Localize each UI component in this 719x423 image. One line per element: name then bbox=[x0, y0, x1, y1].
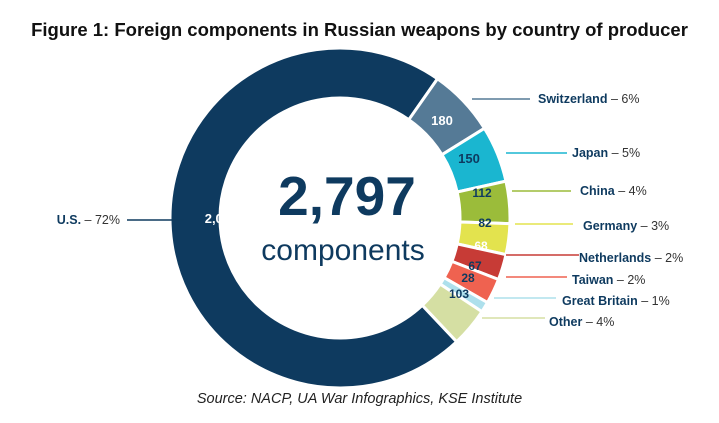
legend-percent-china: – 4% bbox=[615, 184, 647, 198]
legend-percent-germany: – 3% bbox=[637, 219, 669, 233]
legend-percent-u-s: – 72% bbox=[81, 213, 120, 227]
slice-label-netherlands: 68 bbox=[474, 239, 488, 253]
legend-name-netherlands: Netherlands bbox=[579, 251, 651, 265]
legend-percent-netherlands: – 2% bbox=[651, 251, 683, 265]
center-unit: components bbox=[261, 234, 424, 267]
legend-name-other: Other bbox=[549, 315, 582, 329]
legend-name-japan: Japan bbox=[572, 146, 608, 160]
donut-slices bbox=[168, 46, 512, 390]
legend-percent-japan: – 5% bbox=[608, 146, 640, 160]
legend-percent-taiwan: – 2% bbox=[613, 273, 645, 287]
legend-entry-switzerland: Switzerland – 6% bbox=[538, 92, 639, 106]
legend-name-germany: Germany bbox=[583, 219, 637, 233]
legend-entry-japan: Japan – 5% bbox=[572, 146, 640, 160]
legend-entry-great-britain: Great Britain – 1% bbox=[562, 294, 670, 308]
legend-percent-great-britain: – 1% bbox=[638, 294, 670, 308]
legend-name-taiwan: Taiwan bbox=[572, 273, 613, 287]
legend-name-u-s: U.S. bbox=[57, 213, 81, 227]
slice-label-switzerland: 180 bbox=[431, 113, 453, 128]
slice-u-s bbox=[168, 46, 459, 390]
legend-entry-germany: Germany – 3% bbox=[583, 219, 669, 233]
chart-title: Figure 1: Foreign components in Russian … bbox=[31, 19, 688, 40]
legend-name-switzerland: Switzerland bbox=[538, 92, 607, 106]
legend-leader-lines bbox=[127, 98, 579, 319]
legend-entry-taiwan: Taiwan – 2% bbox=[572, 273, 645, 287]
slice-label-great-britain: 28 bbox=[461, 271, 475, 285]
legend-entry-netherlands: Netherlands – 2% bbox=[579, 251, 683, 265]
slice-label-japan: 150 bbox=[458, 151, 480, 166]
legend-name-china: China bbox=[580, 184, 616, 198]
slice-label-taiwan: 67 bbox=[468, 259, 482, 273]
source-note: Source: NACP, UA War Infographics, KSE I… bbox=[196, 391, 523, 407]
legend-percent-other: – 4% bbox=[582, 315, 614, 329]
slice-label-china: 112 bbox=[472, 186, 492, 200]
legend-percent-switzerland: – 6% bbox=[607, 92, 639, 106]
legend-name-great-britain: Great Britain bbox=[562, 294, 638, 308]
slice-label-other: 103 bbox=[449, 287, 469, 301]
slice-other bbox=[420, 282, 484, 344]
slice-label-germany: 82 bbox=[478, 216, 492, 230]
legend-entry-other: Other – 4% bbox=[549, 315, 614, 329]
center-total: 2,797 bbox=[278, 165, 416, 227]
legend-entry-u-s: U.S. – 72% bbox=[57, 213, 120, 227]
legend-entry-china: China – 4% bbox=[580, 184, 647, 198]
legend-labels: U.S. – 72% Switzerland – 6% Japan – 5% Chin… bbox=[57, 92, 683, 329]
slice-label-u-s: 2,007 bbox=[205, 211, 238, 226]
